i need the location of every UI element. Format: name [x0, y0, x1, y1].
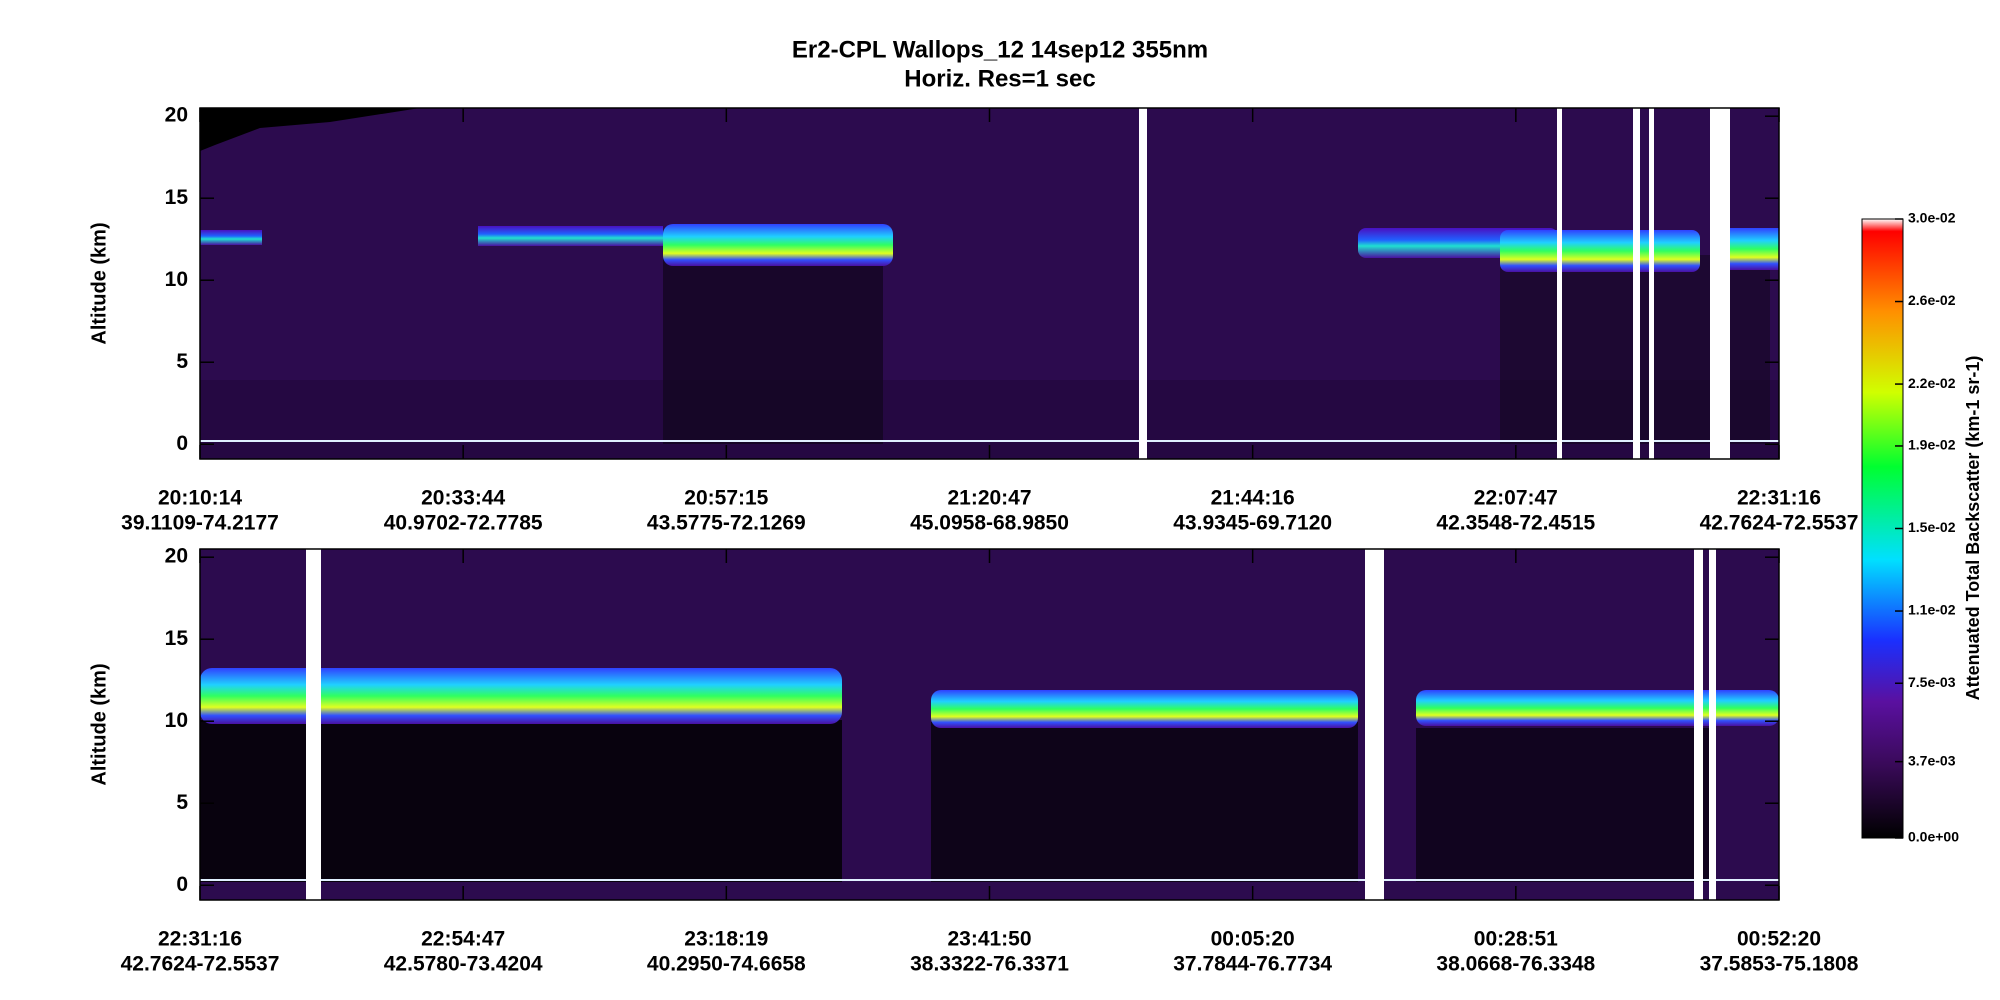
x-tick-location: 39.1109-74.2177 [121, 512, 279, 535]
x-tick-location: 43.5775-72.1269 [647, 512, 806, 535]
x-tick-time: 20:10:14 [158, 487, 242, 510]
x-tick-location: 40.2950-74.6658 [647, 953, 806, 976]
y-tick-label: 0 [176, 873, 188, 896]
colorbar-tick-label: 2.2e-02 [1908, 375, 1956, 391]
colorbar-tick-label: 3.7e-03 [1908, 752, 1956, 768]
y-tick-label: 10 [165, 709, 188, 732]
title: Er2-CPL Wallops_12 14sep12 355nm [792, 36, 1208, 63]
x-tick-location: 43.9345-69.7120 [1173, 512, 1332, 535]
x-tick-time: 20:33:44 [421, 487, 505, 510]
curtain-top [200, 108, 1779, 459]
colorbar-tick-label: 0.0e+00 [1908, 829, 1959, 845]
colorbar-tick-label: 1.9e-02 [1908, 437, 1956, 453]
x-tick-time: 20:57:15 [684, 487, 768, 510]
x-tick-time: 22:07:47 [1474, 487, 1558, 510]
colorbar-tick-label: 1.1e-02 [1908, 602, 1956, 618]
y-tick-label: 15 [165, 627, 189, 650]
x-tick-time: 21:44:16 [1211, 487, 1295, 510]
colorbar-tick-label: 2.6e-02 [1908, 292, 1956, 308]
curtain-bottom [200, 549, 1779, 900]
x-tick-time: 22:54:47 [421, 928, 505, 951]
y-axis-label: Altitude (km) [88, 222, 110, 344]
x-tick-time: 22:31:16 [158, 928, 242, 951]
x-tick-location: 42.7624-72.5537 [121, 953, 280, 976]
x-tick-location: 37.7844-76.7734 [1173, 953, 1332, 976]
x-tick-time: 00:05:20 [1211, 928, 1295, 951]
x-tick-time: 23:41:50 [947, 928, 1031, 951]
y-tick-label: 15 [165, 186, 189, 209]
colorbar-label: Attenuated Total Backscatter (km-1 sr-1) [1963, 356, 1983, 701]
y-tick-label: 10 [165, 268, 188, 291]
x-tick-location: 38.0668-76.3348 [1436, 953, 1595, 976]
x-tick-location: 40.9702-72.7785 [384, 512, 543, 535]
y-tick-label: 20 [165, 545, 188, 568]
y-tick-label: 5 [176, 350, 188, 373]
x-tick-time: 21:20:47 [947, 487, 1031, 510]
colorbar-tick-label: 1.5e-02 [1908, 519, 1956, 535]
x-tick-location: 38.3322-76.3371 [910, 953, 1069, 976]
x-tick-time: 22:31:16 [1737, 487, 1821, 510]
colorbar-tick-label: 7.5e-03 [1908, 674, 1956, 690]
x-tick-location: 42.5780-73.4204 [384, 953, 543, 976]
y-tick-label: 5 [176, 791, 188, 814]
x-tick-location: 42.7624-72.5537 [1700, 512, 1859, 535]
y-axis-label: Altitude (km) [88, 663, 110, 785]
x-tick-time: 23:18:19 [684, 928, 768, 951]
y-tick-label: 0 [176, 432, 188, 455]
x-tick-location: 37.5853-75.1808 [1700, 953, 1859, 976]
x-tick-time: 00:28:51 [1474, 928, 1558, 951]
y-tick-label: 20 [165, 104, 188, 127]
colorbar-tick-label: 3.0e-02 [1908, 210, 1956, 226]
subtitle: Horiz. Res=1 sec [904, 65, 1095, 92]
x-tick-location: 45.0958-68.9850 [910, 512, 1069, 535]
x-tick-time: 00:52:20 [1737, 928, 1821, 951]
x-tick-location: 42.3548-72.4515 [1436, 512, 1595, 535]
